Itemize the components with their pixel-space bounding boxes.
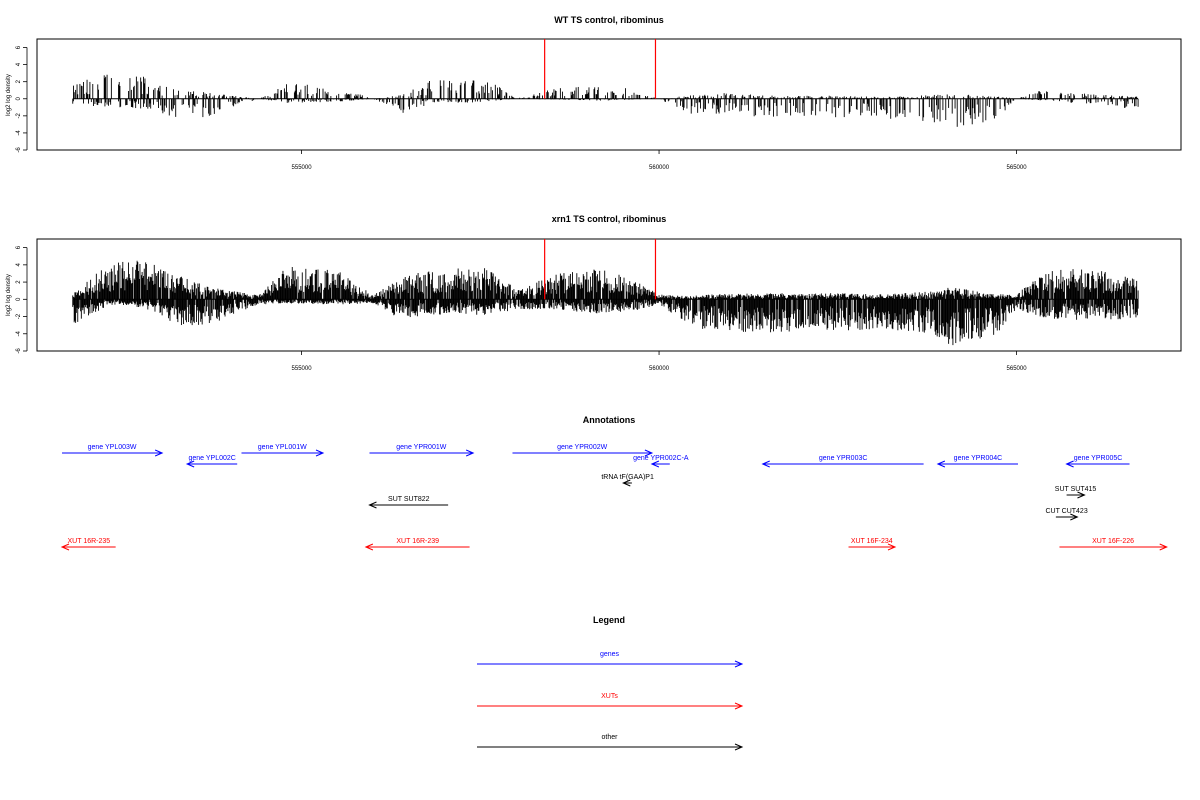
panel-title: xrn1 TS control, ribominus	[552, 214, 667, 224]
arrow-head	[1070, 513, 1079, 521]
annotation-feature: gene YPL001W	[241, 444, 325, 457]
y-tick-label: -6	[16, 348, 22, 354]
density-bars	[72, 74, 1139, 127]
annotation-feature: SUT SUT822	[368, 496, 449, 509]
arrow-head	[622, 479, 631, 487]
arrow-head	[465, 449, 475, 457]
arrow-head	[60, 543, 70, 551]
annotation-label: tRNA tF(GAA)P1	[601, 474, 654, 481]
annotation-feature: XUT 16F-226	[1059, 538, 1168, 551]
y-axis-label: log2 log density	[6, 74, 12, 116]
annotation-label: gene YPR002W	[557, 444, 607, 451]
arrow-head	[650, 460, 660, 468]
annotation-feature: gene YPL003W	[62, 444, 164, 457]
arrow-head	[734, 743, 744, 751]
annotation-feature: gene YPR005C	[1065, 455, 1130, 468]
panel-title: WT TS control, ribominus	[554, 15, 664, 25]
annotation-feature: gene YPR001W	[369, 444, 475, 457]
x-tick-label: 560000	[649, 366, 670, 372]
annotation-feature: XUT 16R-235	[60, 538, 116, 551]
wt-density-panel: WT TS control, ribominus log2 log densit…	[6, 15, 1182, 171]
legend-label: XUTs	[601, 693, 618, 700]
arrow-head	[734, 702, 744, 710]
x-tick-label: 565000	[1007, 165, 1028, 171]
arrow-head	[154, 449, 164, 457]
legend-title: Legend	[593, 615, 625, 625]
annotation-label: XUT 16F-226	[1092, 538, 1134, 545]
legend: Legend genes XUTs other	[477, 615, 744, 751]
annotation-feature: tRNA tF(GAA)P1	[601, 474, 654, 487]
annotation-feature: XUT 16F-234	[848, 538, 897, 551]
annotation-label: gene YPL002C	[188, 455, 235, 462]
annotation-label: gene YPL003W	[88, 444, 137, 451]
annotation-feature: gene YPR002C-A	[633, 455, 689, 468]
x-tick-label: 555000	[292, 165, 313, 171]
x-tick-label: 565000	[1007, 366, 1028, 372]
annotation-label: gene YPR002C-A	[633, 455, 689, 462]
arrow-head	[887, 543, 897, 551]
annotations-title: Annotations	[583, 415, 636, 425]
annotation-feature: gene YPR002W	[512, 444, 654, 457]
annotation-label: gene YPR003C	[819, 455, 868, 462]
legend-entry: other	[477, 734, 744, 751]
annotation-label: XUT 16F-234	[851, 538, 893, 545]
annotation-label: gene YPR001W	[396, 444, 446, 451]
arrow-head	[761, 460, 770, 468]
arrow-head	[315, 449, 325, 457]
arrow-head	[644, 449, 654, 457]
y-tick-label: -2	[16, 113, 22, 119]
legend-label: genes	[600, 651, 620, 658]
annotation-label: XUT 16R-239	[396, 538, 439, 545]
y-tick-label: 4	[16, 263, 22, 267]
y-tick-label: 0	[16, 96, 22, 100]
annotation-feature: gene YPR003C	[761, 455, 924, 468]
arrow-head	[364, 543, 374, 551]
legend-label: other	[602, 734, 619, 741]
arrow-head	[185, 460, 195, 468]
x-tick-label: 560000	[649, 165, 670, 171]
x-tick-label: 555000	[292, 366, 313, 372]
y-axis-label: log2 log density	[6, 274, 12, 316]
annotation-feature: CUT CUT423	[1045, 508, 1088, 521]
legend-entry: genes	[477, 651, 744, 668]
y-tick-label: 0	[16, 297, 22, 301]
legend-entry: XUTs	[477, 693, 744, 710]
arrow-head	[1065, 460, 1074, 468]
y-tick-label: -6	[16, 147, 22, 153]
annotation-feature: gene YPL002C	[185, 455, 238, 468]
annotation-label: SUT SUT415	[1055, 486, 1097, 493]
y-tick-label: -4	[16, 330, 22, 336]
plot-frame	[36, 38, 1182, 151]
y-tick-label: 2	[16, 79, 22, 83]
arrow-head	[1159, 543, 1168, 551]
annotation-label: gene YPR005C	[1074, 455, 1123, 462]
arrow-head	[368, 501, 377, 509]
arrow-head	[734, 660, 744, 668]
y-tick-label: -2	[16, 313, 22, 319]
density-bars	[72, 260, 1139, 346]
y-tick-label: 2	[16, 280, 22, 284]
annotation-feature: XUT 16R-239	[364, 538, 470, 551]
annotation-label: SUT SUT822	[388, 496, 430, 503]
arrow-head	[1077, 491, 1086, 499]
y-tick-label: 6	[16, 245, 22, 249]
annotation-label: gene YPR004C	[954, 455, 1003, 462]
annotation-label: XUT 16R-235	[68, 538, 111, 545]
annotations-track: Annotations gene YPL003W gene YPL002C gene…	[60, 415, 1168, 551]
y-tick-label: -4	[16, 130, 22, 136]
y-tick-label: 6	[16, 45, 22, 49]
annotation-feature: SUT SUT415	[1055, 486, 1097, 499]
xrn1-density-panel: xrn1 TS control, ribominus log2 log dens…	[6, 214, 1182, 372]
y-tick-label: 4	[16, 62, 22, 66]
plot-frame	[36, 238, 1182, 352]
arrow-head	[936, 460, 946, 468]
annotation-feature: gene YPR004C	[936, 455, 1018, 468]
annotation-label: gene YPL001W	[258, 444, 307, 451]
annotation-label: CUT CUT423	[1045, 508, 1087, 515]
